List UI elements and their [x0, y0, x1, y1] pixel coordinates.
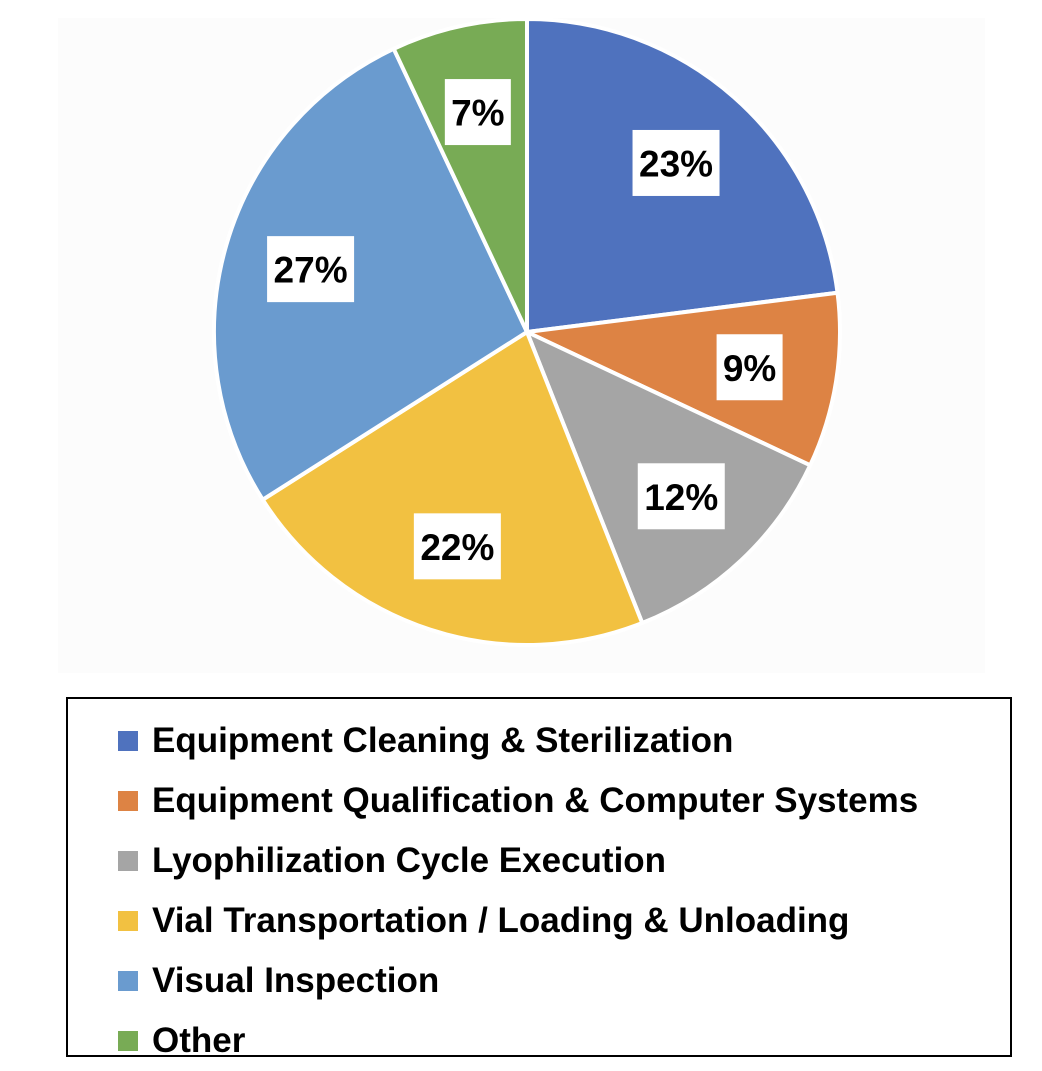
- data-label-text: 22%: [420, 527, 494, 568]
- data-label-text: 27%: [274, 250, 348, 291]
- legend-item-vial-transportation-loading-unloading: Vial Transportation / Loading & Unloadin…: [118, 891, 1010, 951]
- data-label-box: [267, 236, 355, 303]
- legend-swatch: [118, 731, 138, 751]
- pie-slice-visual-inspection: [212, 46, 529, 502]
- data-label-text: 9%: [723, 348, 776, 389]
- data-label-other: 7%: [444, 79, 511, 146]
- data-label-vial-transportation-loading-unloading: 22%: [413, 513, 501, 580]
- data-label-box: [444, 79, 511, 146]
- legend-item-lyophilization-cycle-execution: Lyophilization Cycle Execution: [118, 831, 1010, 891]
- legend-label: Vial Transportation / Loading & Unloadin…: [152, 901, 850, 940]
- legend-label: Lyophilization Cycle Execution: [152, 841, 667, 880]
- data-label-text: 23%: [639, 143, 713, 184]
- pie-slice-vial-transportation-loading-unloading: [260, 330, 645, 647]
- data-label-text: 7%: [451, 93, 504, 134]
- legend-item-equipment-qualification-computer-systems: Equipment Qualification & Computer Syste…: [118, 771, 1010, 831]
- legend-label: Visual Inspection: [152, 961, 440, 1000]
- legend: Equipment Cleaning & Sterilization Equipm…: [66, 697, 1012, 1060]
- data-label-visual-inspection: 27%: [267, 236, 355, 303]
- data-label-box: [716, 334, 783, 401]
- legend-label: Equipment Qualification & Computer Syste…: [152, 781, 919, 820]
- legend-item-equipment-cleaning-sterilization: Equipment Cleaning & Sterilization: [118, 711, 1010, 771]
- legend-label: Other: [152, 1021, 246, 1060]
- data-label-equipment-cleaning-sterilization: 23%: [632, 129, 720, 196]
- data-label-box: [413, 513, 501, 580]
- legend-swatch: [118, 791, 138, 811]
- pie-data-labels: 23% 9% 12% 22% 27% 7%: [267, 79, 783, 580]
- data-label-text: 12%: [644, 477, 718, 518]
- legend-item-visual-inspection: Visual Inspection: [118, 951, 1010, 1011]
- data-label-equipment-qualification-computer-systems: 9%: [716, 334, 783, 401]
- data-label-lyophilization-cycle-execution: 12%: [637, 463, 725, 530]
- legend-label: Equipment Cleaning & Sterilization: [152, 721, 734, 760]
- legend-swatch: [118, 971, 138, 991]
- data-label-box: [637, 463, 725, 530]
- data-label-box: [632, 129, 720, 196]
- pie-slices: [212, 17, 842, 647]
- legend-item-other: Other: [118, 1011, 1010, 1071]
- legend-swatch: [118, 911, 138, 931]
- legend-swatch: [118, 851, 138, 871]
- legend-swatch: [118, 1031, 138, 1051]
